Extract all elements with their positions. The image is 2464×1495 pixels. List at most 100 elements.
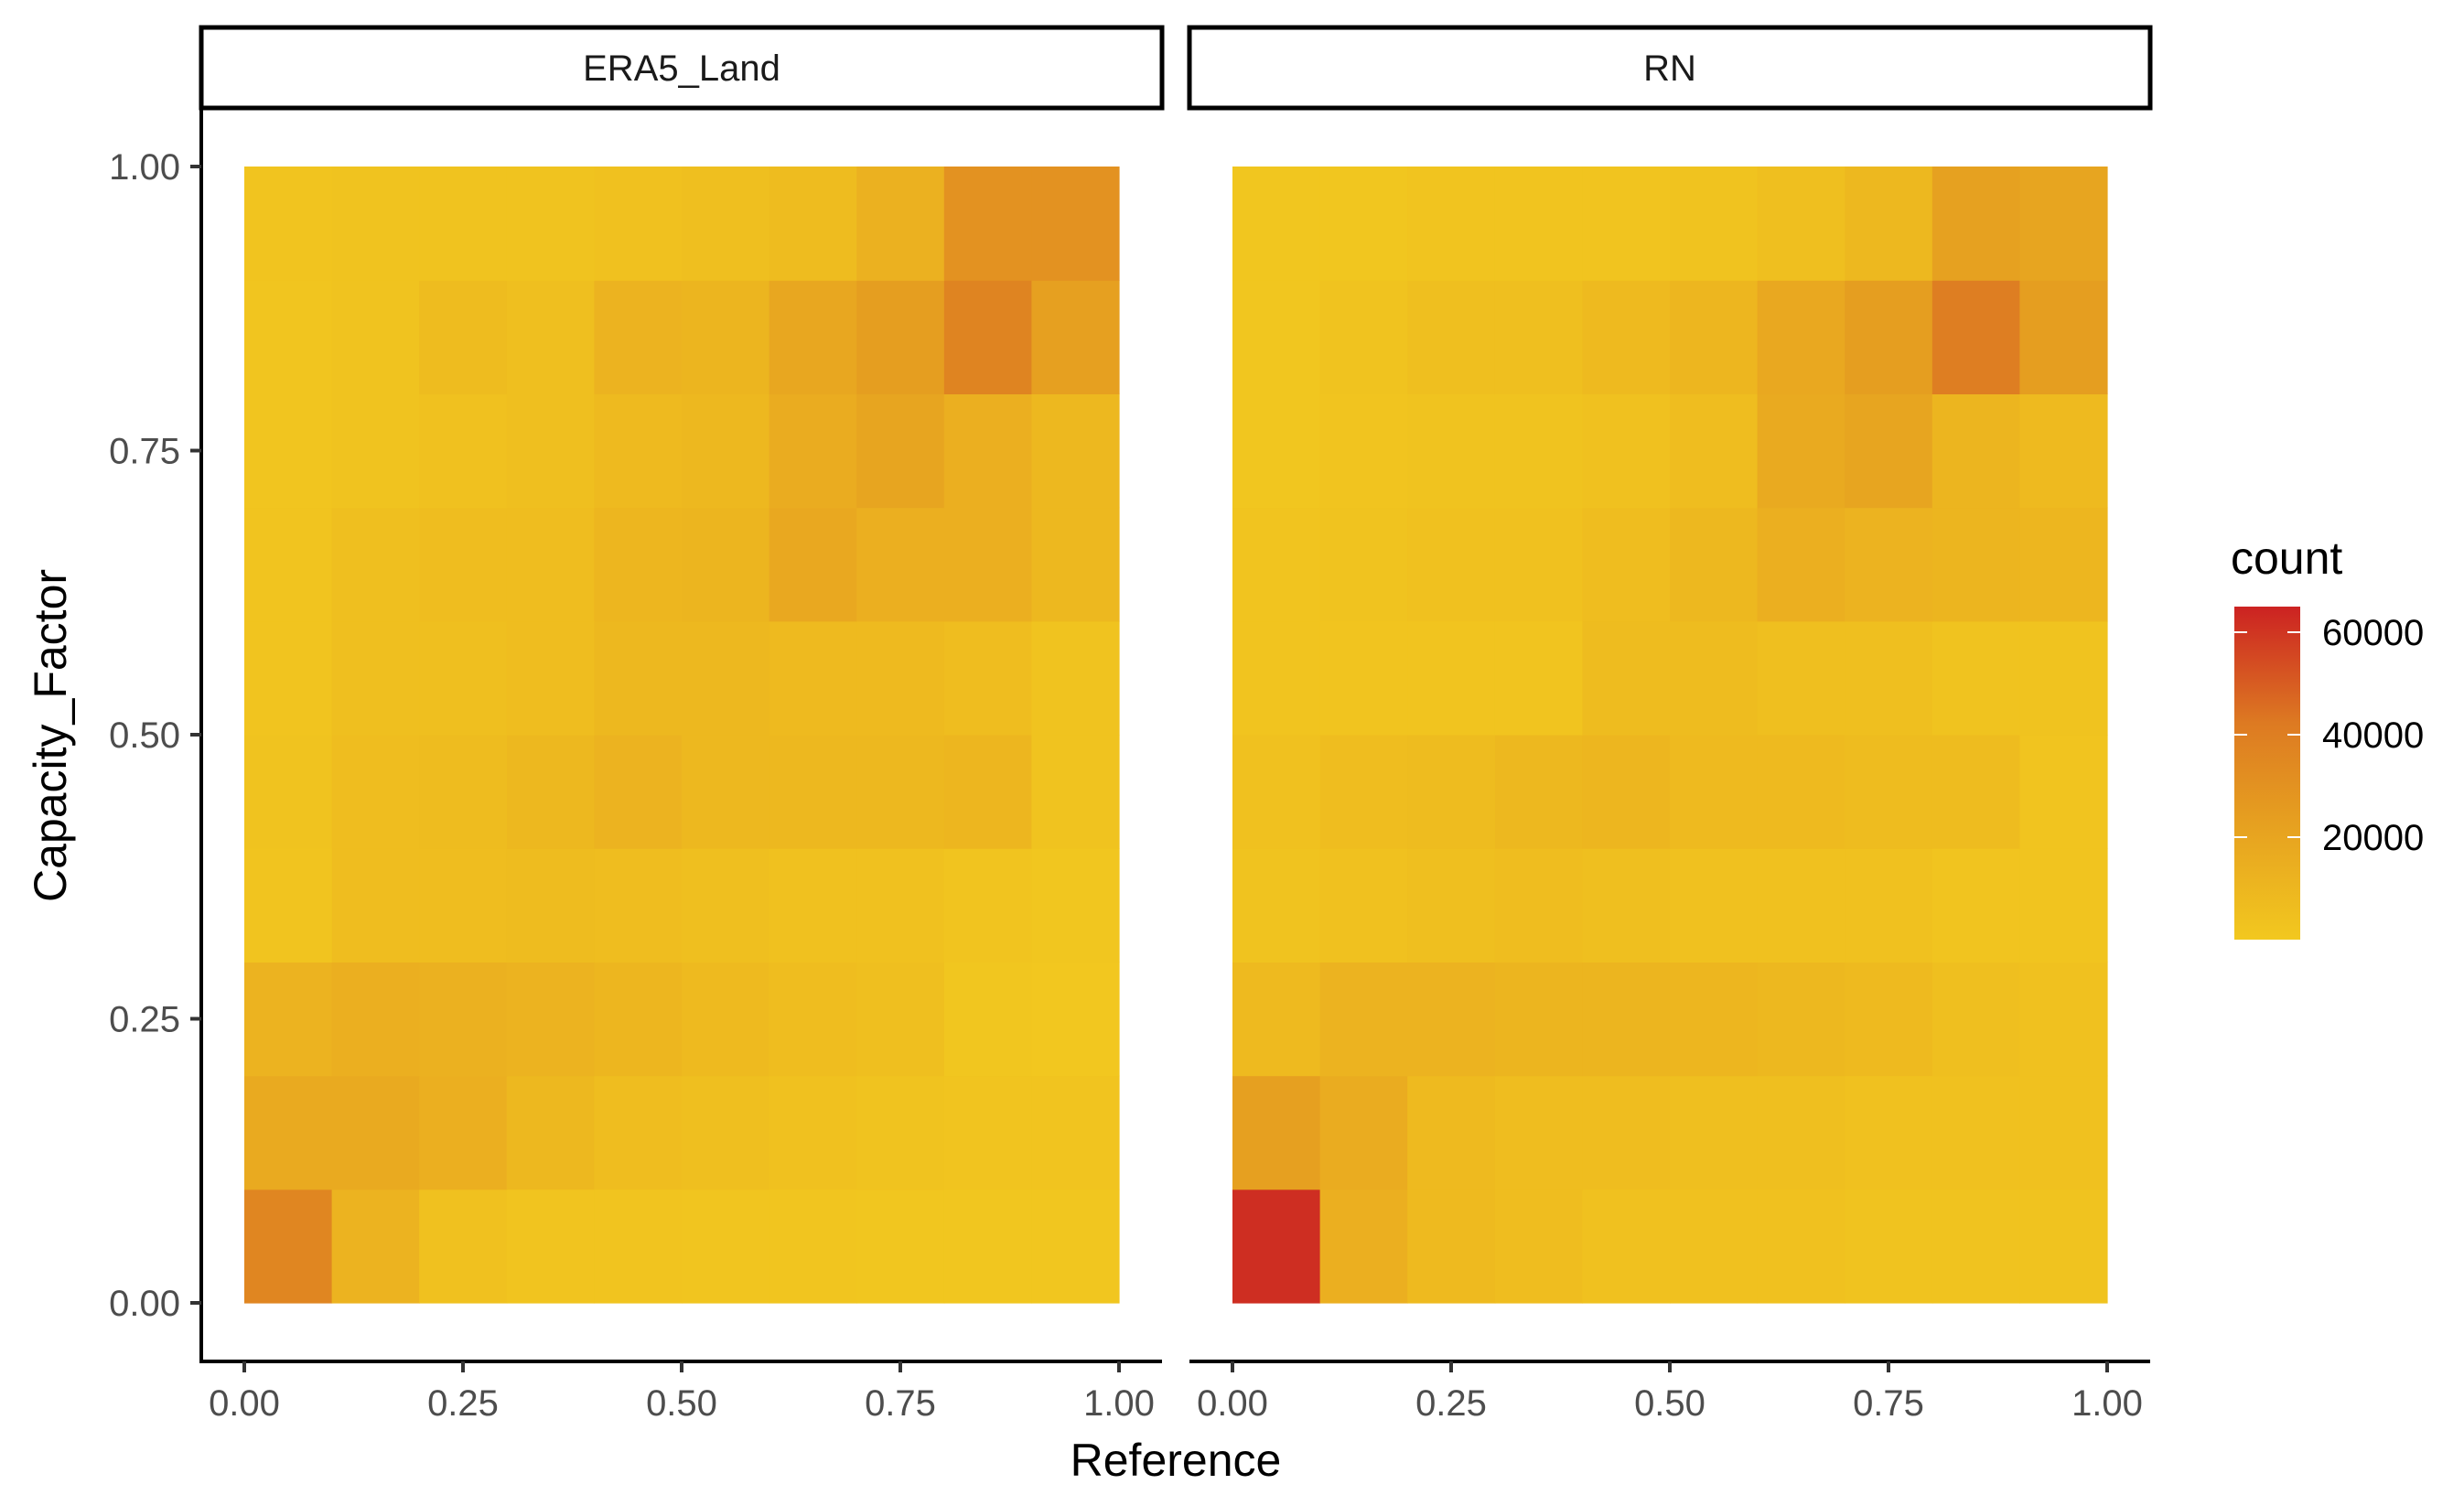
heatmap-tile xyxy=(1031,620,1120,736)
heatmap-tile xyxy=(682,167,770,281)
heatmap-tile xyxy=(331,167,420,281)
heatmap-tile xyxy=(769,280,857,394)
heatmap-tile xyxy=(1319,1075,1408,1190)
heatmap-tile xyxy=(506,848,595,963)
heatmap-tile xyxy=(1757,393,1845,509)
heatmap-tile xyxy=(1494,735,1583,849)
heatmap-tile xyxy=(769,735,857,849)
heatmap-tile xyxy=(506,962,595,1077)
facet-strip-box xyxy=(199,25,1165,111)
heatmap-tile xyxy=(1407,280,1496,394)
heatmap-tile xyxy=(943,848,1032,963)
heatmap-tile xyxy=(856,167,945,281)
heatmap-tile xyxy=(1670,393,1759,509)
legend-tick-label: 60000 xyxy=(2322,613,2424,653)
heatmap-tile xyxy=(682,848,770,963)
heatmap-tile xyxy=(244,620,333,736)
heatmap-tile xyxy=(1931,620,2020,736)
heatmap-tile xyxy=(331,393,420,509)
heatmap-tile xyxy=(769,507,857,622)
heatmap-tile xyxy=(1582,735,1671,849)
heatmap-tile xyxy=(1407,1188,1496,1304)
heatmap-tile xyxy=(331,620,420,736)
heatmap-tile xyxy=(682,507,770,622)
heatmap-tile xyxy=(1670,735,1759,849)
heatmap-tile xyxy=(1494,1188,1583,1304)
heatmap-tile xyxy=(1031,848,1120,963)
heatmap-tile xyxy=(1232,507,1321,622)
heatmap-tile xyxy=(1494,620,1583,736)
heatmap-tile xyxy=(1931,962,2020,1077)
heatmap-tile xyxy=(1319,280,1408,394)
heatmap-tile xyxy=(1582,167,1671,281)
heatmap-tile xyxy=(1319,1188,1408,1304)
heatmap-tile xyxy=(419,735,508,849)
heatmap-tile xyxy=(856,848,945,963)
heatmap-tile xyxy=(1319,507,1408,622)
heatmap-tile xyxy=(1757,620,1845,736)
heatmap-tile xyxy=(1845,620,1933,736)
heatmap-tile xyxy=(419,848,508,963)
heatmap-tile xyxy=(1407,962,1496,1077)
heatmap-tile xyxy=(1931,848,2020,963)
heatmap-tile xyxy=(2019,962,2108,1077)
x-tick-label: 1.00 xyxy=(2071,1383,2143,1424)
y-axis-title: Capacity_Factor xyxy=(25,569,76,902)
heatmap-tile xyxy=(1582,393,1671,509)
heatmap-tile xyxy=(1232,1075,1321,1190)
legend: count 20000 40000 60000 xyxy=(2231,532,2424,940)
heatmap-tile xyxy=(682,735,770,849)
heatmap-tile xyxy=(1757,507,1845,622)
heatmap-tile xyxy=(244,507,333,622)
heatmap-tile xyxy=(769,620,857,736)
heatmap-tile xyxy=(506,280,595,394)
heatmap-tile xyxy=(594,962,683,1077)
heatmap-tile xyxy=(1031,1188,1120,1304)
heatmap-tile xyxy=(419,507,508,622)
x-tick-label: 0.75 xyxy=(865,1383,936,1424)
heatmap-tile xyxy=(2019,620,2108,736)
heatmap-tile xyxy=(1931,167,2020,281)
heatmap-tile xyxy=(244,848,333,963)
heatmap-tile xyxy=(1232,1188,1321,1304)
heatmap-tile xyxy=(594,620,683,736)
heatmap-tile xyxy=(506,1075,595,1190)
heatmap-tile xyxy=(594,393,683,509)
heatmap-tile xyxy=(1319,393,1408,509)
x-tick-label: 0.25 xyxy=(1415,1383,1487,1424)
heatmap-tile xyxy=(1319,848,1408,963)
heatmap-tile xyxy=(506,735,595,849)
heatmap-tile xyxy=(506,507,595,622)
legend-title: count xyxy=(2231,532,2342,584)
x-tick-label: 0.50 xyxy=(646,1383,717,1424)
facet-strip-label: RN xyxy=(1643,48,1696,89)
heatmap-tile xyxy=(594,1075,683,1190)
heatmap-tile xyxy=(1582,1075,1671,1190)
heatmap-tile xyxy=(1494,848,1583,963)
heatmap-tile xyxy=(1845,167,1933,281)
heatmap-tile xyxy=(2019,1075,2108,1190)
facet-strip-era5-land: ERA5_Land xyxy=(199,25,1165,111)
heatmap-tile xyxy=(594,1188,683,1304)
heatmap-tile xyxy=(1845,280,1933,394)
heatmap-tile xyxy=(1407,507,1496,622)
heatmap-tile xyxy=(594,167,683,281)
heatmap-tile xyxy=(1931,1188,2020,1304)
facet-strip-box xyxy=(1187,25,2153,111)
heatmap-tile xyxy=(1757,848,1845,963)
heatmap-tile xyxy=(419,1075,508,1190)
heatmap-tile xyxy=(1407,167,1496,281)
heatmap-tile xyxy=(1319,962,1408,1077)
heatmap-tile xyxy=(1582,962,1671,1077)
heatmap-tile xyxy=(419,962,508,1077)
heatmap-tile xyxy=(1031,962,1120,1077)
heatmap-tile xyxy=(856,507,945,622)
heatmap-tile xyxy=(2019,1188,2108,1304)
heatmap-tile xyxy=(594,735,683,849)
panel-era5-land xyxy=(244,167,1120,1304)
heatmap-tile xyxy=(1670,1075,1759,1190)
heatmap-tile xyxy=(1232,962,1321,1077)
heatmap-tile xyxy=(1407,735,1496,849)
heatmap-tile xyxy=(244,1188,333,1304)
